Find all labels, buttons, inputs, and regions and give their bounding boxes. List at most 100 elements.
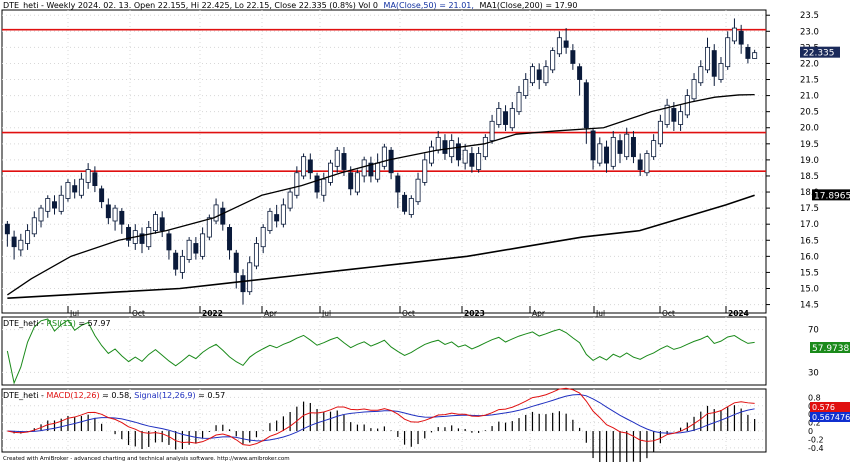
rsi-legend: DTE_heti - RSI(15) = 57.97 (3, 319, 111, 328)
macd-y-tick-label: -0.4 (808, 444, 824, 453)
candle-body (328, 162, 333, 183)
candle-body (58, 194, 64, 212)
candle-body (381, 146, 387, 167)
candle-body (220, 207, 226, 225)
candle-body (402, 194, 408, 212)
rsi-y-tick-label: 30 (808, 368, 819, 378)
macd-legend-name: MACD(12,26) (46, 391, 99, 400)
macd-line (7, 387, 755, 446)
candle-body (31, 217, 37, 235)
price-info-legend: DTE_heti - Weekly 2024. 02. 13. Open 22.… (3, 1, 577, 10)
candle-body (597, 143, 603, 164)
candle-body (307, 159, 313, 174)
candle-body (348, 172, 354, 190)
rsi-y-tick-label: 70 (808, 326, 819, 336)
candle-body (314, 175, 320, 193)
macd-pane-frame (1, 388, 767, 453)
rsi-pane[interactable]: 70 30 57.9738 DTE_heti - RSI(15) = 57.97 (1, 316, 850, 386)
last-price-tag: 22.335 (800, 46, 840, 59)
candle-body (644, 153, 650, 174)
candle-body (159, 217, 165, 232)
candle-body (408, 198, 414, 215)
price-y-tick-label: 23.5 (800, 11, 819, 21)
candle-body (72, 185, 78, 193)
candle-body (112, 207, 118, 222)
candle-body (206, 217, 212, 238)
candle-body (752, 52, 758, 59)
candle-body (482, 136, 488, 158)
candle-body (321, 178, 327, 196)
macd-pane[interactable]: 0.80.60.40.20-0.2-0.4 0.576 0.567476 DTE… (1, 387, 850, 466)
candle-body (45, 198, 51, 212)
candle-body (11, 236, 17, 248)
macd-y-tick-label: -0.2 (808, 435, 824, 444)
candle-body (476, 153, 482, 170)
candle-body (395, 175, 401, 193)
candle-body (455, 143, 461, 161)
rsi-pane-frame (1, 316, 767, 386)
candle-body (179, 255, 185, 273)
candle-body (509, 108, 515, 129)
macd-legend-value: = 0.58, (100, 391, 135, 400)
price-y-tick-label: 23.0 (800, 27, 819, 37)
date-x-tick-label: Jul (321, 309, 331, 318)
candle-body (301, 156, 307, 177)
ma200-value: 17.8965 (814, 191, 850, 201)
date-x-tick-label: 2023 (464, 309, 485, 318)
price-y-tick-label: 21.0 (800, 92, 819, 102)
ma200-legend: MA1(Close,200) = 17.90 (479, 1, 577, 10)
price-y-tick-label: 21.5 (800, 76, 819, 86)
candle-body (65, 181, 71, 199)
candle-body (361, 159, 367, 177)
macd-value-tag: 0.576 (810, 402, 850, 412)
price-y-tick-label: 20.0 (800, 124, 819, 134)
price-y-tick-label: 15.5 (800, 268, 819, 278)
date-x-tick-label: Oct (402, 309, 415, 318)
candle-body (705, 46, 710, 71)
candle-body (651, 140, 657, 158)
candle-body (274, 214, 280, 222)
price-y-tick-label: 22.0 (800, 59, 819, 69)
candle-body (624, 133, 630, 158)
candle-body (415, 178, 421, 203)
candle-body (368, 162, 374, 177)
signal-legend-name: Signal(12,26,9) (134, 391, 195, 400)
candle-body (126, 227, 132, 241)
candle-body (469, 153, 475, 167)
candle-body (516, 91, 522, 113)
ma200-tag: 17.8965 (812, 189, 850, 201)
candle-body (577, 66, 583, 80)
candle-body (334, 149, 340, 167)
candle-body (442, 140, 448, 154)
price-y-tick-label: 18.5 (800, 172, 819, 182)
rsi-grid (2, 317, 766, 385)
candle-body (375, 162, 381, 180)
candle-body (738, 30, 744, 45)
candle-body (18, 239, 24, 251)
rsi-line (6, 318, 755, 385)
price-y-tick-label: 16.0 (800, 252, 819, 262)
candle-body (260, 227, 266, 248)
rsi-value: 57.9738 (812, 344, 849, 354)
candle-body (240, 275, 246, 293)
last-price-value: 22.335 (803, 49, 835, 59)
candle-body (523, 79, 529, 96)
price-info-text: DTE_heti - Weekly 2024. 02. 13. Open 22.… (3, 1, 378, 10)
candle-body (388, 149, 394, 174)
candle-body (617, 140, 623, 154)
price-y-tick-label: 17.0 (800, 220, 819, 230)
date-x-tick-label: 2022 (202, 309, 223, 318)
candle-body (529, 66, 535, 84)
candle-body (664, 104, 670, 125)
candle-body (78, 178, 84, 196)
candle-body (745, 46, 751, 59)
candle-body (166, 233, 172, 251)
price-y-tick-label: 14.5 (800, 301, 819, 311)
footer-credit: Created with AmiBroker - advanced charti… (3, 456, 290, 462)
candle-body (105, 204, 111, 219)
date-x-tick-label: Jul (69, 309, 79, 318)
price-pane[interactable]: 23.523.022.522.021.521.020.520.019.519.0… (1, 1, 850, 318)
candle-body (678, 111, 684, 125)
